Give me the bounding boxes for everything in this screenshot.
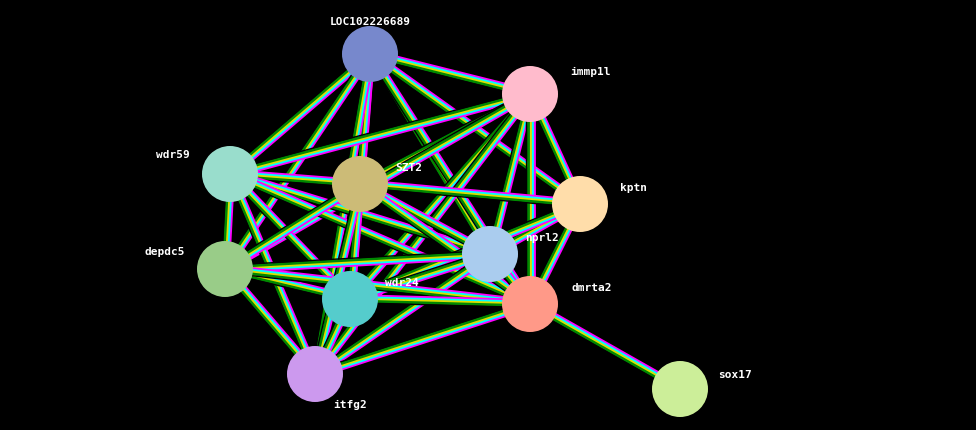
Text: wdr59: wdr59 [156,150,190,160]
Circle shape [332,157,388,212]
Circle shape [502,276,558,332]
Text: wdr24: wdr24 [385,277,419,287]
Circle shape [462,227,518,283]
Circle shape [197,241,253,297]
Text: LOC102226689: LOC102226689 [330,17,411,27]
Circle shape [502,67,558,123]
Text: immp1l: immp1l [570,67,611,77]
Text: sox17: sox17 [718,369,752,379]
Text: kptn: kptn [620,183,647,193]
Circle shape [287,346,343,402]
Circle shape [202,147,258,203]
Circle shape [652,361,708,417]
Text: dmrta2: dmrta2 [572,283,613,292]
Text: nprl2: nprl2 [525,233,558,243]
Circle shape [342,27,398,83]
Circle shape [552,177,608,233]
Text: depdc5: depdc5 [144,246,185,256]
Text: SZT2: SZT2 [395,163,422,172]
Circle shape [322,271,378,327]
Text: itfg2: itfg2 [333,399,367,409]
